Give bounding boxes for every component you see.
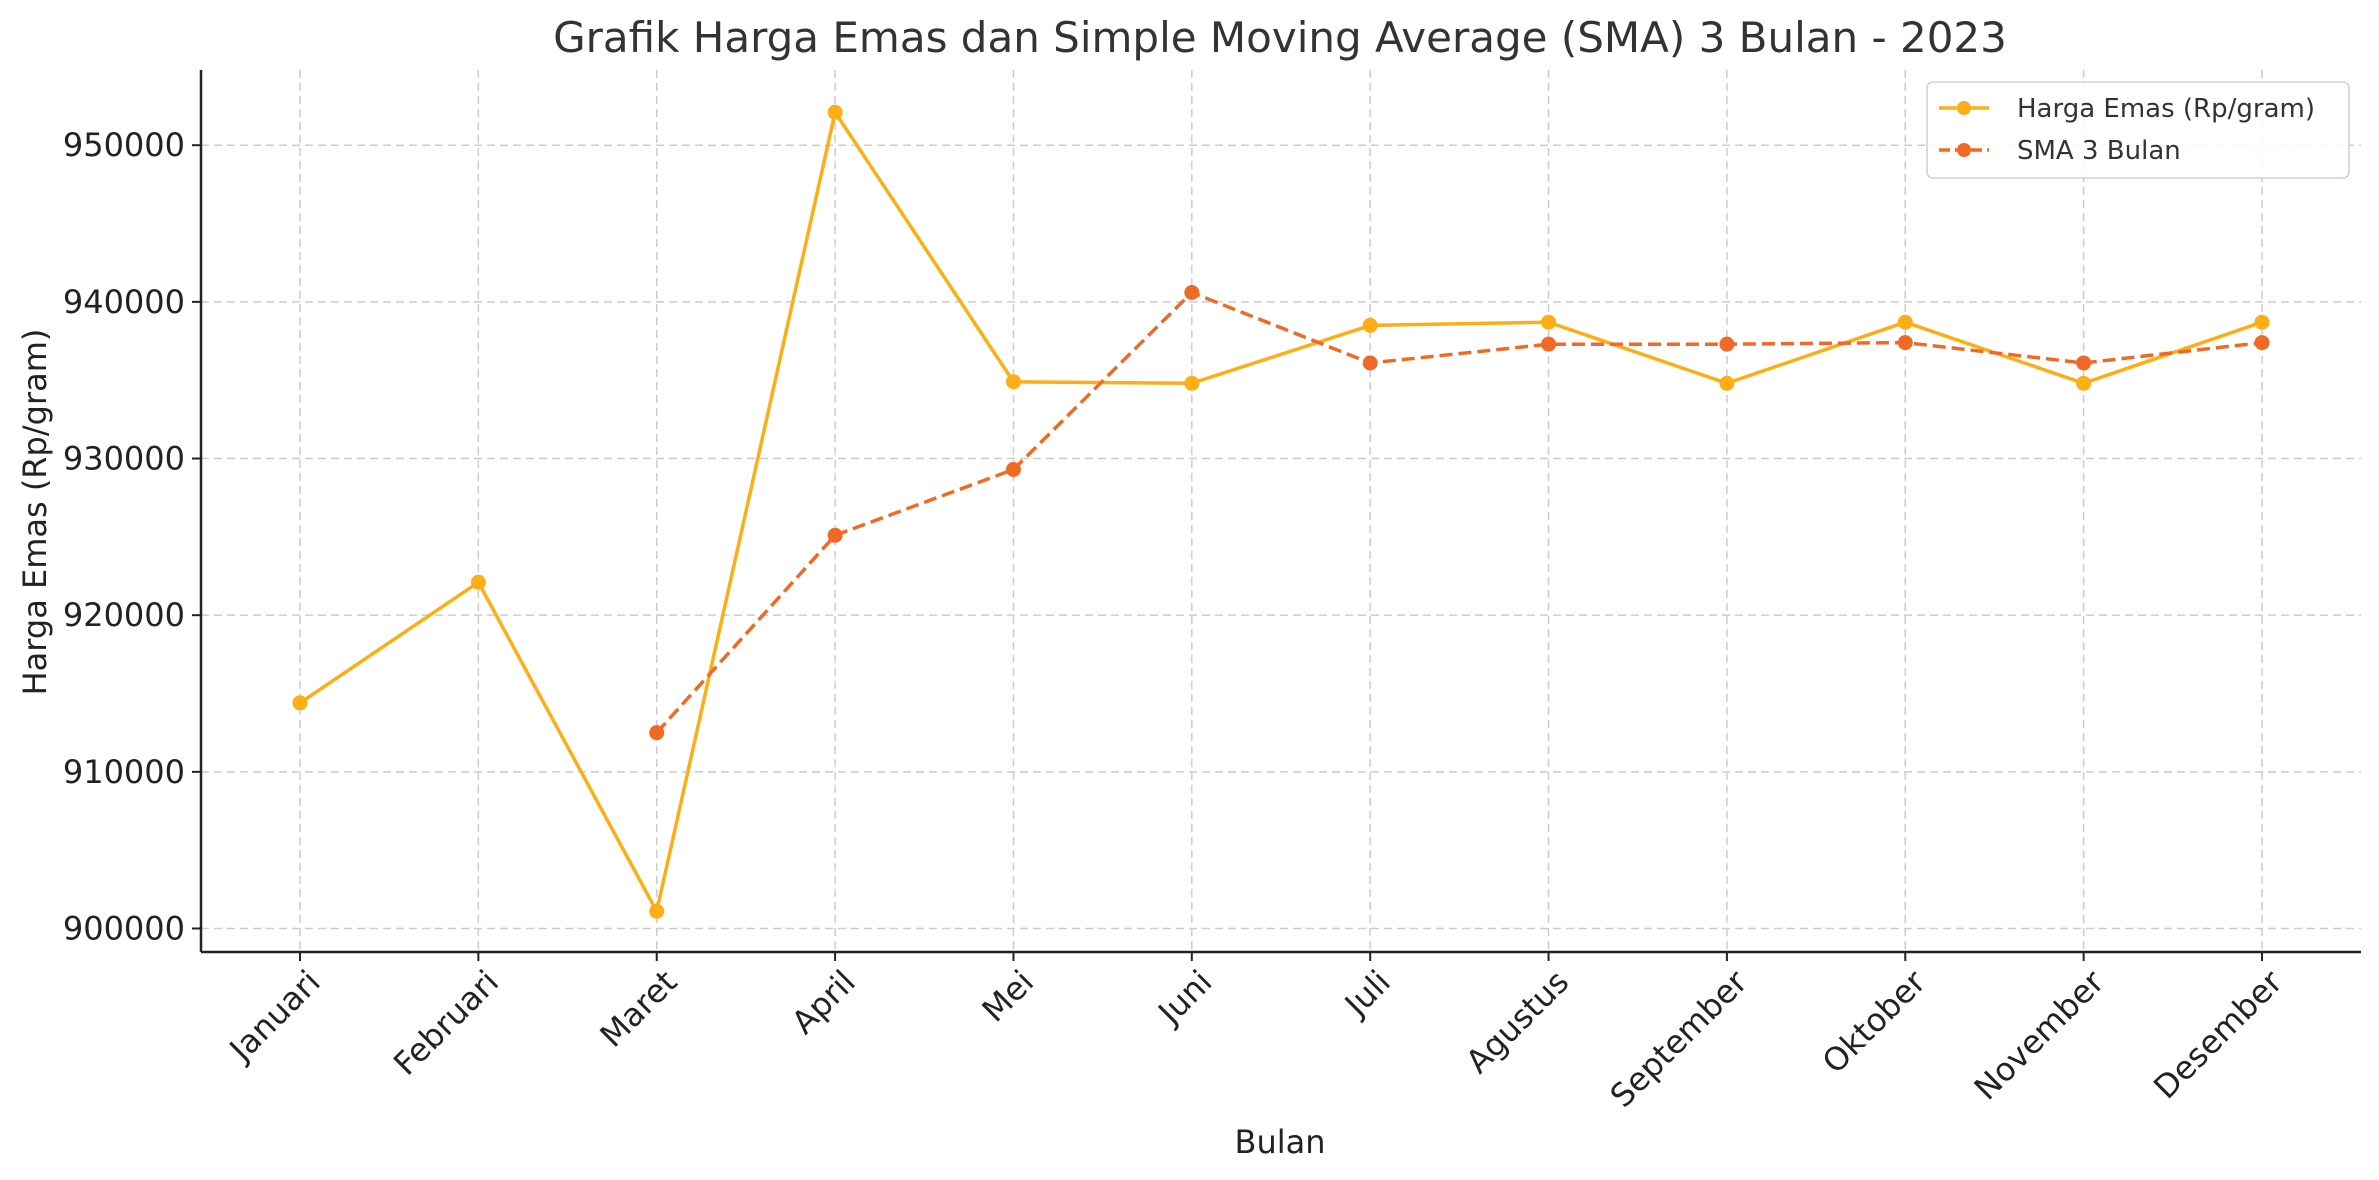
legend-swatch-marker [1957, 101, 1971, 115]
data-point [1005, 374, 1021, 390]
series-layer [292, 104, 2270, 919]
x-tick-label: Februari [386, 963, 506, 1083]
data-point [2076, 355, 2092, 371]
x-tick-label: Oktober [1815, 962, 1934, 1081]
data-point [1719, 375, 1735, 391]
ticks-layer: Januari Februari Maret April Mei Juni Juli Agus… [63, 126, 2290, 1115]
legend-label: SMA 3 Bulan [2017, 136, 2181, 166]
data-point [1719, 336, 1735, 352]
series-line [655, 290, 2263, 734]
y-tick-label: 940000 [63, 283, 185, 321]
x-tick-label: Juni [1150, 963, 1220, 1033]
data-point [1005, 461, 1021, 477]
data-point [827, 527, 843, 543]
data-point [649, 903, 665, 919]
y-tick-label: 900000 [63, 910, 185, 948]
series-line [299, 110, 2263, 914]
x-tick-label: Agustus [1458, 963, 1576, 1081]
data-point [2254, 335, 2270, 351]
x-tick-label: September [1603, 962, 1756, 1115]
data-point [2254, 314, 2270, 330]
data-point [1184, 375, 1200, 391]
series-2 [649, 284, 2270, 741]
x-tick-label: April [784, 963, 863, 1042]
data-point [1362, 317, 1378, 333]
x-tick-label: Maret [593, 963, 685, 1055]
x-tick-label: Desember [2146, 962, 2290, 1106]
y-tick-label: 920000 [63, 596, 185, 634]
data-point [1897, 314, 1913, 330]
data-point [1541, 314, 1557, 330]
x-tick-label: Mei [975, 963, 1042, 1030]
data-point [292, 695, 308, 711]
data-point [2076, 375, 2092, 391]
series-1 [292, 104, 2270, 919]
legend-swatch-marker [1957, 143, 1971, 157]
y-tick-label: 950000 [63, 126, 185, 164]
data-point [470, 574, 486, 590]
y-tick-label: 930000 [63, 440, 185, 478]
x-tick-label: Juli [1336, 963, 1398, 1025]
x-tick-label: November [1967, 962, 2112, 1107]
grid-layer [201, 70, 2361, 952]
data-point [1897, 335, 1913, 351]
data-point [1184, 284, 1200, 300]
legend: Harga Emas (Rp/gram) SMA 3 Bulan [1926, 81, 2350, 179]
legend-box [1926, 81, 2350, 179]
data-point [1541, 336, 1557, 352]
x-tick-label: Januari [221, 963, 328, 1070]
legend-label: Harga Emas (Rp/gram) [2017, 94, 2315, 124]
y-tick-label: 910000 [63, 753, 185, 791]
x-axis-label: Bulan [1234, 1123, 1325, 1161]
data-point [827, 104, 843, 120]
data-point [1362, 355, 1378, 371]
axes-layer [199, 70, 2361, 954]
data-point [649, 725, 665, 741]
chart-title: Grafik Harga Emas dan Simple Moving Aver… [553, 13, 2007, 62]
y-axis-label: Harga Emas (Rp/gram) [16, 329, 54, 696]
